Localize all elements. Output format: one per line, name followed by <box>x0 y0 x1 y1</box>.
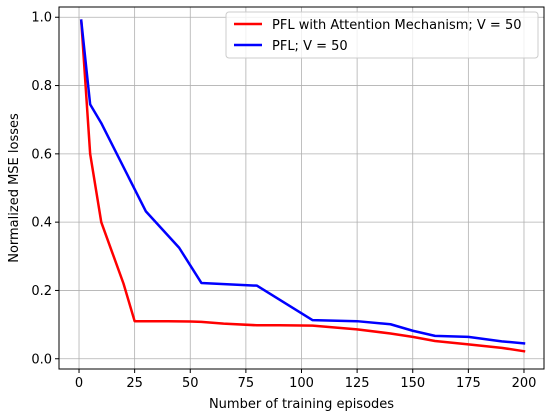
y-tick-label: 0.8 <box>31 79 52 94</box>
y-axis-label: Normalized MSE losses <box>7 113 22 263</box>
series-lines <box>79 19 526 353</box>
y-tick-label: 0.6 <box>31 147 52 162</box>
legend: PFL with Attention Mechanism; V = 50 PFL… <box>225 11 539 59</box>
x-tick-label: 125 <box>345 376 370 391</box>
legend-label-pfl: PFL; V = 50 <box>272 39 348 54</box>
series-line-attention <box>79 19 526 353</box>
x-axis-ticks: 0 25 50 75 100 125 150 175 200 <box>75 369 537 391</box>
x-tick-label: 175 <box>456 376 481 391</box>
y-axis-ticks: 0.0 0.2 0.4 0.6 0.8 1.0 <box>31 11 59 367</box>
x-tick-label: 200 <box>512 376 537 391</box>
x-tick-label: 50 <box>182 376 199 391</box>
y-tick-label: 0.0 <box>31 352 52 367</box>
y-tick-label: 1.0 <box>31 11 52 26</box>
x-tick-label: 75 <box>238 376 255 391</box>
series-line-pfl <box>79 19 526 345</box>
grid <box>59 7 544 369</box>
x-tick-label: 150 <box>400 376 425 391</box>
legend-box <box>225 11 539 59</box>
x-tick-label: 0 <box>75 376 83 391</box>
y-tick-label: 0.4 <box>31 216 52 231</box>
x-tick-label: 25 <box>126 376 143 391</box>
x-tick-label: 100 <box>289 376 314 391</box>
y-tick-label: 0.2 <box>31 284 52 299</box>
x-axis-label: Number of training episodes <box>209 397 394 412</box>
legend-label-attention: PFL with Attention Mechanism; V = 50 <box>272 18 522 33</box>
